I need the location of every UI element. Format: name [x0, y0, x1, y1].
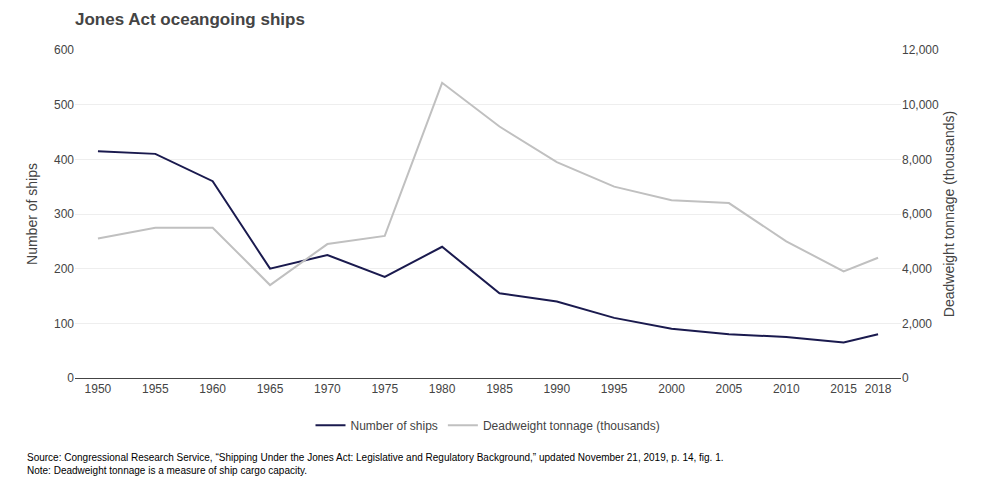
- svg-text:1990: 1990: [543, 382, 570, 396]
- svg-text:0: 0: [902, 371, 909, 385]
- svg-text:400: 400: [54, 153, 74, 167]
- svg-text:1970: 1970: [314, 382, 341, 396]
- svg-text:200: 200: [54, 262, 74, 276]
- svg-text:600: 600: [54, 43, 74, 57]
- svg-text:2005: 2005: [716, 382, 743, 396]
- svg-text:100: 100: [54, 317, 74, 331]
- svg-text:Number of ships: Number of ships: [351, 419, 438, 433]
- svg-text:Source: Congressional Research: Source: Congressional Research Service, …: [27, 452, 724, 476]
- svg-text:Deadweight tonnage (thousands): Deadweight tonnage (thousands): [483, 419, 660, 433]
- svg-text:8,000: 8,000: [902, 153, 932, 167]
- svg-text:Jones Act oceangoing ships: Jones Act oceangoing ships: [75, 10, 305, 29]
- svg-text:2010: 2010: [773, 382, 800, 396]
- svg-text:500: 500: [54, 98, 74, 112]
- svg-text:Number of ships: Number of ships: [24, 163, 40, 265]
- svg-text:0: 0: [67, 371, 74, 385]
- svg-text:1995: 1995: [601, 382, 628, 396]
- svg-text:2018: 2018: [865, 382, 892, 396]
- svg-text:4,000: 4,000: [902, 262, 932, 276]
- svg-text:1955: 1955: [142, 382, 169, 396]
- svg-text:1975: 1975: [371, 382, 398, 396]
- svg-text:1950: 1950: [85, 382, 112, 396]
- svg-text:1980: 1980: [429, 382, 456, 396]
- svg-text:2,000: 2,000: [902, 317, 932, 331]
- svg-text:1965: 1965: [257, 382, 284, 396]
- svg-text:12,000: 12,000: [902, 43, 939, 57]
- svg-text:Deadweight tonnage (thousands): Deadweight tonnage (thousands): [941, 111, 957, 317]
- svg-text:2000: 2000: [658, 382, 685, 396]
- svg-text:6,000: 6,000: [902, 207, 932, 221]
- svg-text:2015: 2015: [830, 382, 857, 396]
- svg-text:10,000: 10,000: [902, 98, 939, 112]
- svg-text:1960: 1960: [199, 382, 226, 396]
- svg-text:1985: 1985: [486, 382, 513, 396]
- svg-text:300: 300: [54, 207, 74, 221]
